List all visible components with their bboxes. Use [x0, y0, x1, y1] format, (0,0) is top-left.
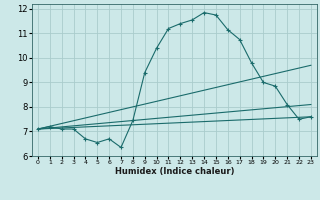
X-axis label: Humidex (Indice chaleur): Humidex (Indice chaleur) [115, 167, 234, 176]
